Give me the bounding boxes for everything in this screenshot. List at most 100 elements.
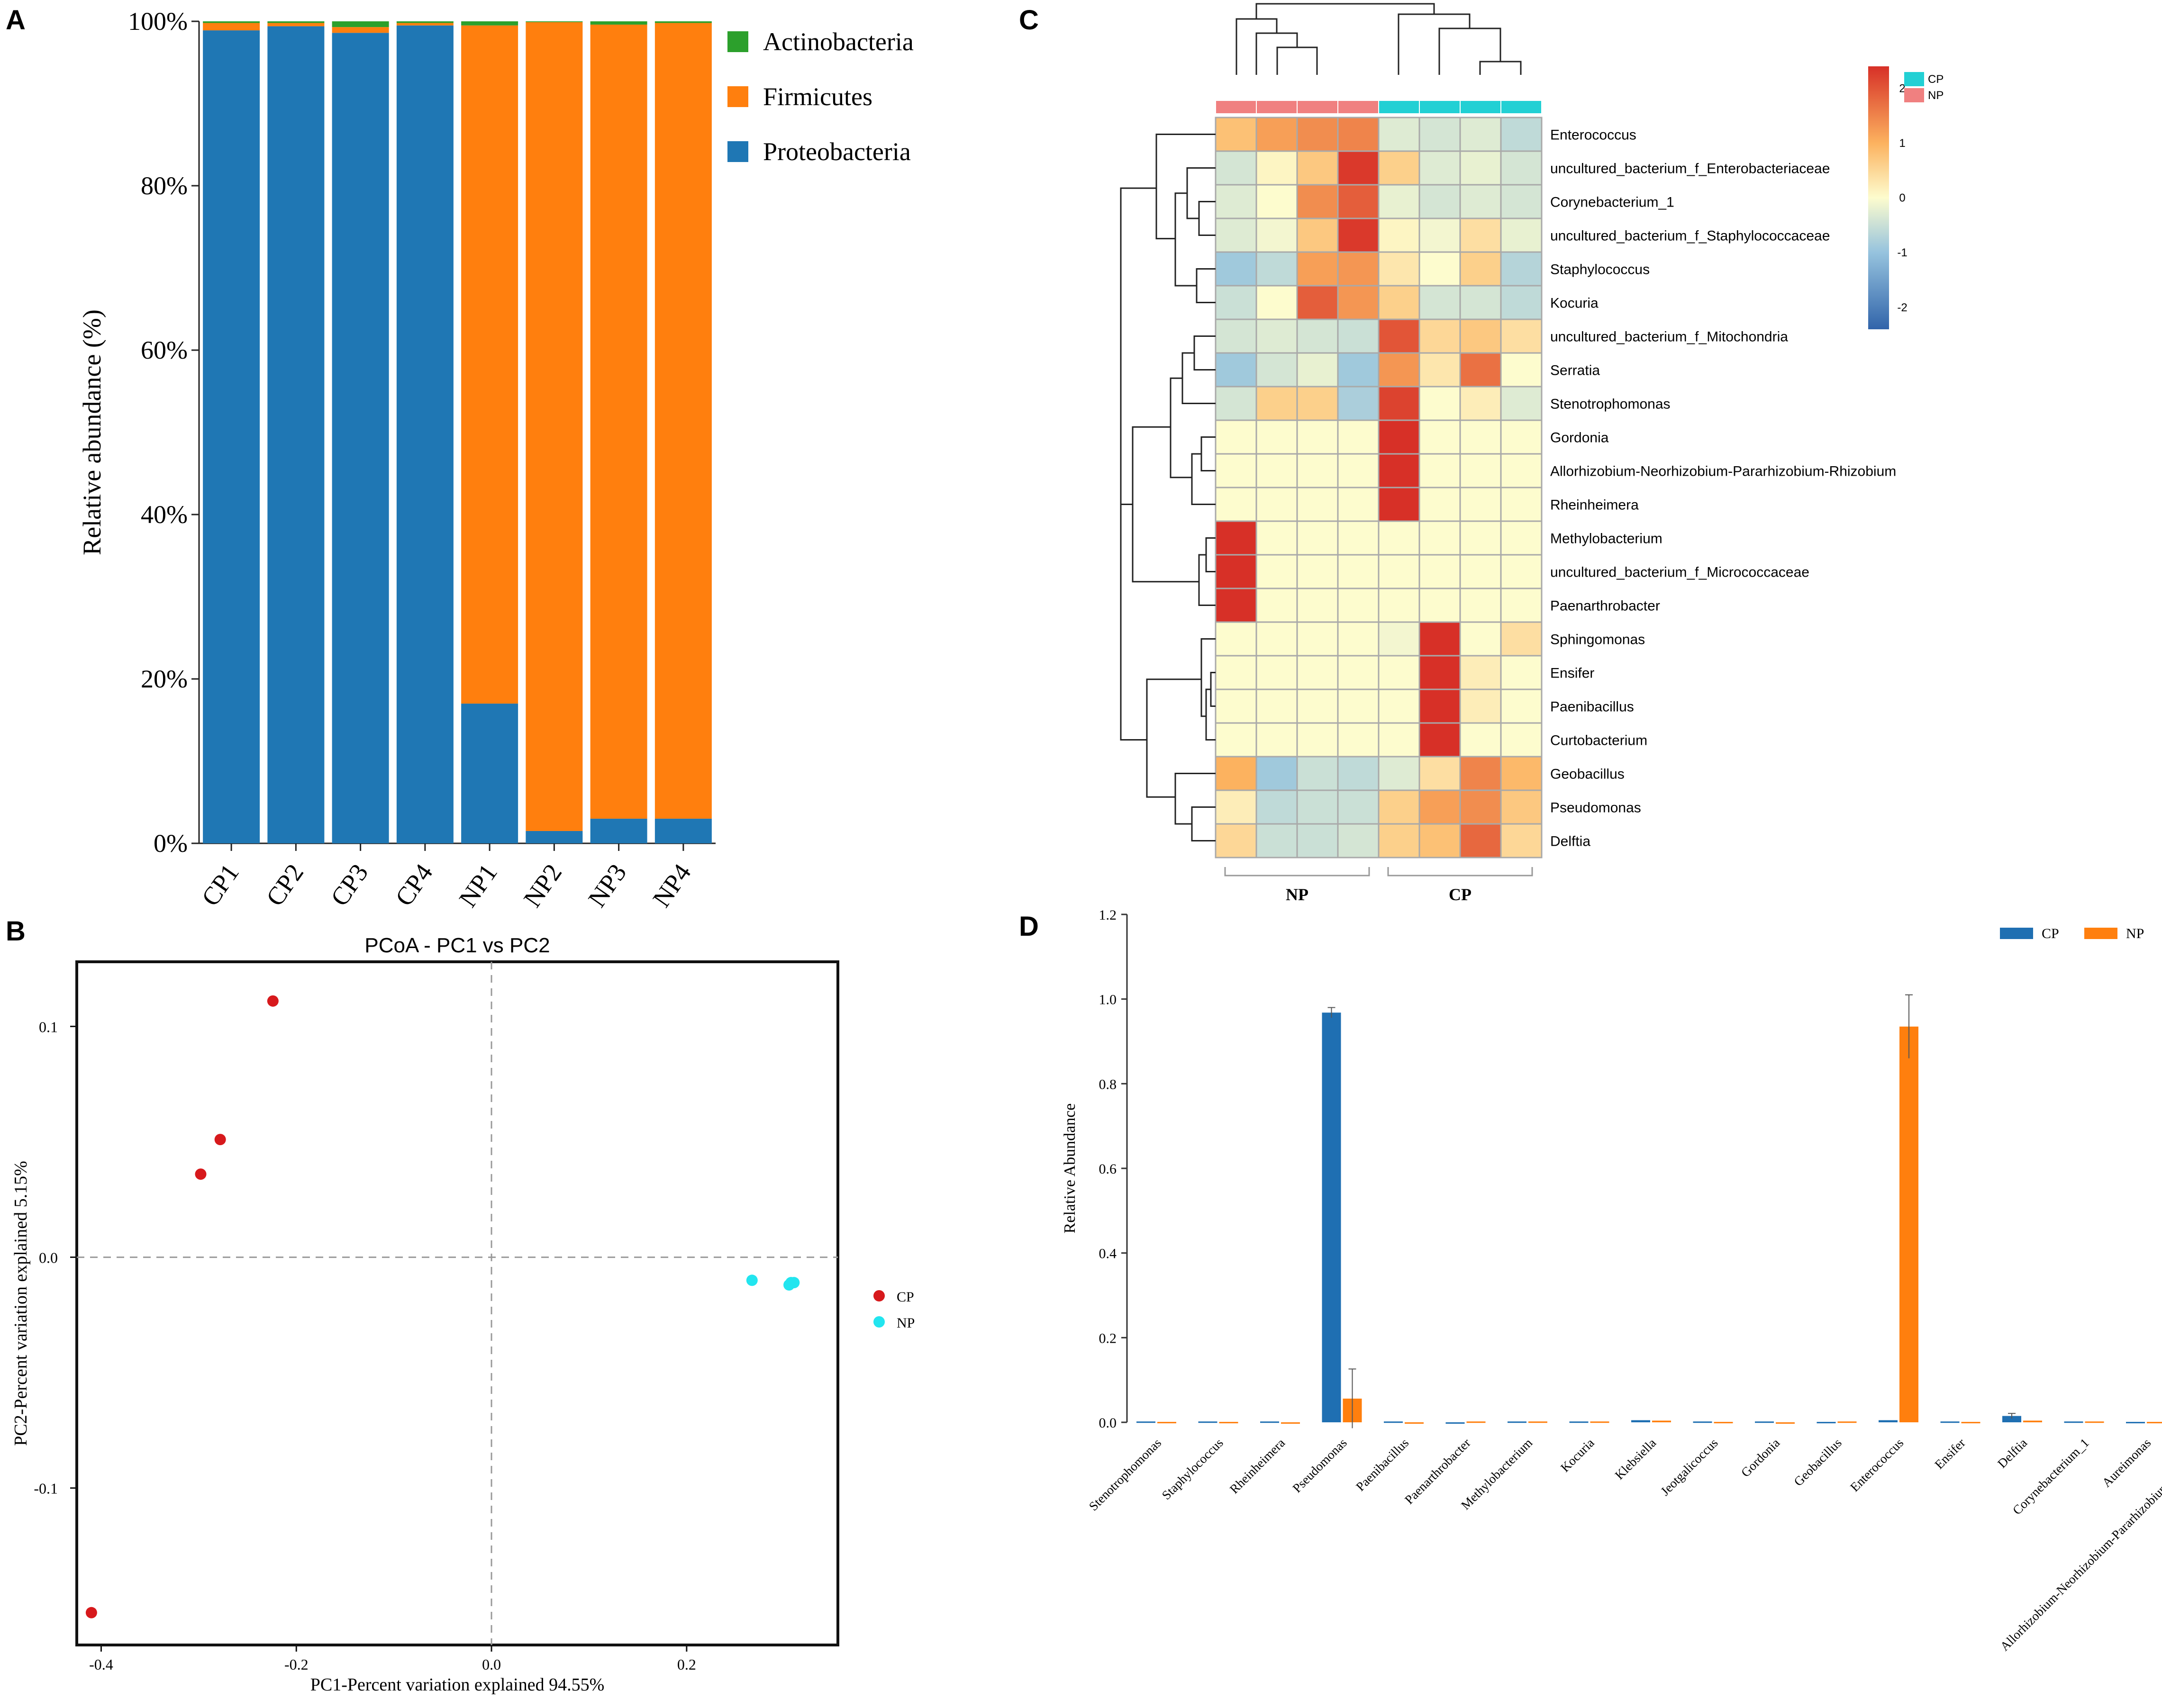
heatmap-cell <box>1337 386 1380 421</box>
heatmap-cell <box>1378 352 1420 388</box>
bar-np <box>1652 1420 1671 1422</box>
heatmap-cell <box>1337 587 1380 623</box>
heatmap-cell <box>1418 217 1461 253</box>
heatmap-cell <box>1378 554 1420 589</box>
heatmap-cell <box>1337 184 1380 219</box>
heatmap-cell <box>1378 621 1420 657</box>
heatmap-cell <box>1459 318 1502 354</box>
heatmap-cell <box>1418 789 1461 825</box>
heatmap-cell <box>1378 487 1420 522</box>
bar-segment-actinobacteria <box>590 21 647 25</box>
heatmap-cell <box>1378 520 1420 556</box>
heatmap-cell <box>1337 756 1380 791</box>
bar-cp <box>1693 1421 1712 1423</box>
bar-np <box>1837 1421 1857 1423</box>
row-label: uncultured_bacterium_f_Micrococcaceae <box>1550 565 1809 580</box>
heatmap-cell <box>1255 756 1298 791</box>
heatmap-cell <box>1500 823 1543 859</box>
y-axis-title: Relative Abundance <box>1061 1103 1079 1234</box>
x-tick-label: Enterococcus <box>1847 1436 1906 1494</box>
heatmap-cell <box>1500 386 1543 421</box>
bar-segment-firmicutes <box>526 22 583 831</box>
x-tick-label: 0.2 <box>677 1656 696 1673</box>
row-label: Corynebacterium_1 <box>1550 195 1674 210</box>
heatmap-cell <box>1418 655 1461 690</box>
heatmap-cell <box>1459 285 1502 320</box>
heatmap-cell <box>1255 318 1298 354</box>
y-tick-label: -0.1 <box>34 1480 58 1497</box>
legend-label-np: NP <box>2126 926 2144 941</box>
bar-segment-proteobacteria <box>590 818 647 843</box>
column-dendrogram-branch <box>1438 27 1501 75</box>
heatmap-cell <box>1418 554 1461 589</box>
row-label: Methylobacterium <box>1550 531 1662 547</box>
y-tick-label: 1.0 <box>1099 992 1117 1008</box>
row-dendrogram-branch <box>1186 167 1216 219</box>
x-tick-label: Geobacillus <box>1791 1436 1844 1489</box>
legend-swatch-firmicutes <box>727 86 748 107</box>
x-tick-label: Kocuria <box>1558 1436 1597 1475</box>
row-label: Allorhizobium-Neorhizobium-Pararhizobium… <box>1550 464 1896 479</box>
heatmap-cell <box>1255 554 1298 589</box>
bar-cp <box>1755 1421 1774 1423</box>
bar-np <box>1281 1422 1300 1424</box>
heatmap-cell <box>1378 117 1420 152</box>
heatmap-cell <box>1215 789 1257 825</box>
x-tick-label: Pseudomonas <box>1290 1436 1350 1495</box>
heatmap-cell <box>1500 621 1543 657</box>
bar-segment-firmicutes <box>396 23 454 26</box>
bar-cp <box>1260 1421 1279 1423</box>
legend-label-np: NP <box>897 1315 915 1331</box>
heatmap-cell <box>1255 823 1298 859</box>
heatmap-cell <box>1337 117 1380 152</box>
heatmap-cell <box>1337 554 1380 589</box>
heatmap-cell <box>1215 318 1257 354</box>
legend-marker-cp <box>873 1290 885 1301</box>
heatmap-cell <box>1296 386 1339 421</box>
x-tick-label: Allorhizobium-Neorhizobium-Pararhizobium… <box>1998 1436 2162 1654</box>
bar-cp <box>1445 1422 1465 1424</box>
bar-np <box>1590 1421 1609 1423</box>
heatmap-cell <box>1255 285 1298 320</box>
legend-swatch-cp <box>2000 928 2033 939</box>
heatmap-cell <box>1296 722 1339 758</box>
group-bracket <box>1224 867 1370 877</box>
heatmap-cell <box>1296 688 1339 724</box>
bar-segment-actinobacteria <box>267 21 325 23</box>
heatmap-cell <box>1296 621 1339 657</box>
x-tick-label: CP3 <box>325 859 374 911</box>
bar-np <box>1714 1422 1733 1424</box>
heatmap-cell <box>1459 756 1502 791</box>
bar-cp <box>1322 1012 1341 1422</box>
row-dendrogram-branch <box>1200 436 1216 471</box>
point-np <box>746 1274 758 1286</box>
row-label: Delftia <box>1550 834 1590 849</box>
y-tick-label: 80% <box>141 172 188 200</box>
heatmap-cell <box>1215 453 1257 488</box>
x-tick-label: Paenibacillus <box>1353 1436 1411 1494</box>
row-label: Pseudomonas <box>1550 800 1641 816</box>
legend-swatch-actinobacteria <box>727 31 748 52</box>
y-axis-title: Relative abundance (%) <box>78 309 106 555</box>
x-tick-label: NP2 <box>518 859 567 912</box>
heatmap-cell <box>1255 520 1298 556</box>
heatmap-cell <box>1255 655 1298 690</box>
heatmap-cell <box>1378 285 1420 320</box>
heatmap-cell <box>1337 655 1380 690</box>
heatmap-cell <box>1500 285 1543 320</box>
legend-label-firmicutes: Firmicutes <box>763 82 872 111</box>
row-dendrogram-branch <box>1170 377 1192 479</box>
row-dendrogram-branch <box>1120 187 1156 505</box>
bar-segment-proteobacteria <box>654 818 712 843</box>
y-tick-label: 0.8 <box>1099 1076 1117 1092</box>
heatmap-cell <box>1459 789 1502 825</box>
bar-cp <box>1508 1421 1526 1423</box>
legend-label-np: NP <box>1928 89 1944 102</box>
heatmap-cell <box>1337 789 1380 825</box>
legend-swatch-np <box>2084 928 2117 939</box>
bar-segment-firmicutes <box>267 23 325 27</box>
heatmap-cell <box>1215 554 1257 589</box>
y-tick-label: 0.4 <box>1099 1246 1117 1262</box>
heatmap-cell <box>1418 318 1461 354</box>
